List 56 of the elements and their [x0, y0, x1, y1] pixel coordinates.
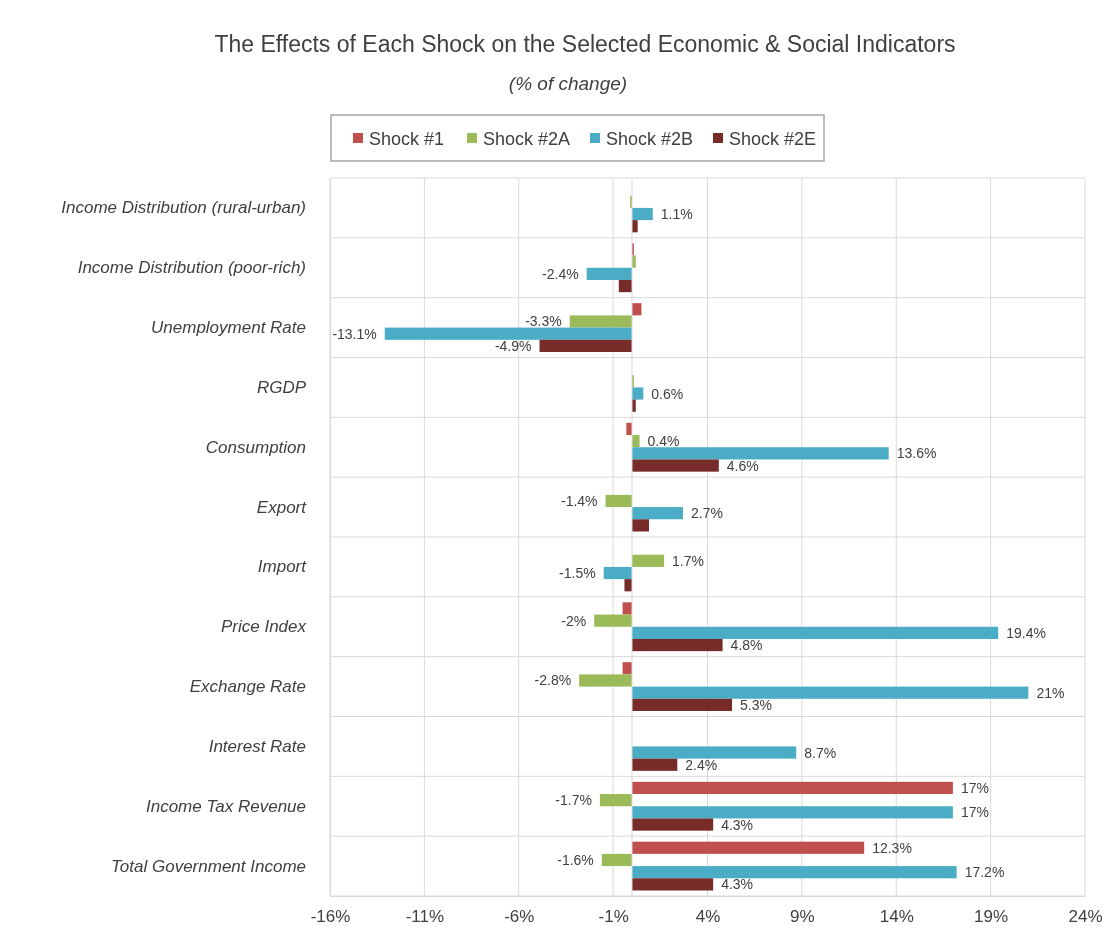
legend-label: Shock #2B: [606, 129, 694, 149]
data-label: -4.9%: [494, 337, 532, 354]
y-tick-label: Total Government Income: [111, 856, 306, 876]
y-tick-label: Income Distribution (rural-urban): [61, 198, 306, 218]
x-tick-label: -1%: [598, 907, 629, 927]
x-tick-label: 19%: [974, 907, 1009, 927]
y-tick-label: Income Distribution (poor-rich): [77, 258, 306, 278]
data-label: 8.7%: [804, 744, 837, 761]
data-label: 5.3%: [740, 696, 772, 713]
y-tick-label: Import: [257, 557, 308, 577]
legend-label: Shock #2E: [729, 129, 817, 149]
data-label: 13.6%: [896, 445, 937, 462]
legend-label: Shock #1: [369, 129, 445, 149]
data-label: 12.3%: [872, 839, 912, 856]
data-label: 17%: [960, 804, 989, 821]
data-label: 4.6%: [726, 457, 759, 474]
chart-subtitle: (% of change): [508, 73, 628, 94]
x-tick-label: 24%: [1068, 907, 1103, 927]
data-label: -2.4%: [542, 265, 579, 282]
y-tick-label: Exchange Rate: [189, 677, 306, 697]
data-label: 17.2%: [964, 864, 1005, 881]
x-tick-label: 14%: [879, 907, 914, 927]
data-label: 4.3%: [721, 816, 754, 833]
x-tick-label: -16%: [310, 907, 351, 927]
y-tick-label: Interest Rate: [208, 736, 306, 756]
x-tick-label: -11%: [405, 907, 445, 927]
chart-title: The Effects of Each Shock on the Selected Economic & Social Indicators: [214, 31, 956, 57]
data-label: -1.6%: [557, 851, 594, 868]
y-tick-label: Price Index: [220, 617, 307, 637]
y-tick-label: RGDP: [256, 377, 307, 397]
data-label: 2.7%: [690, 505, 723, 522]
data-label: -1.7%: [555, 792, 592, 809]
data-label: -13.1%: [332, 325, 377, 342]
data-label: 1.7%: [672, 552, 705, 569]
x-tick-label: -6%: [504, 907, 535, 927]
data-label: 4.3%: [721, 876, 754, 893]
y-tick-label: Unemployment Rate: [151, 318, 306, 338]
data-label: 0.6%: [651, 385, 684, 402]
data-label: 2.4%: [685, 756, 718, 773]
data-label: 19.4%: [1006, 624, 1046, 641]
legend-label: Shock #2A: [483, 129, 571, 149]
data-label: -2%: [561, 612, 587, 629]
data-label: 17%: [960, 779, 989, 796]
data-label: -1.5%: [559, 565, 596, 582]
data-label: -3.3%: [525, 313, 562, 330]
x-tick-label: 4%: [695, 907, 721, 927]
data-label: -2.8%: [534, 672, 572, 689]
y-tick-label: Consumption: [205, 437, 306, 457]
data-label: -1.4%: [561, 492, 598, 509]
data-label: 1.1%: [660, 206, 693, 223]
x-tick-label: 9%: [790, 907, 815, 927]
data-label: 4.8%: [730, 637, 763, 654]
y-tick-label: Export: [256, 497, 308, 517]
data-label: 21%: [1036, 684, 1065, 701]
data-label: 0.4%: [647, 433, 680, 450]
y-tick-label: Income Tax Revenue: [145, 796, 306, 816]
